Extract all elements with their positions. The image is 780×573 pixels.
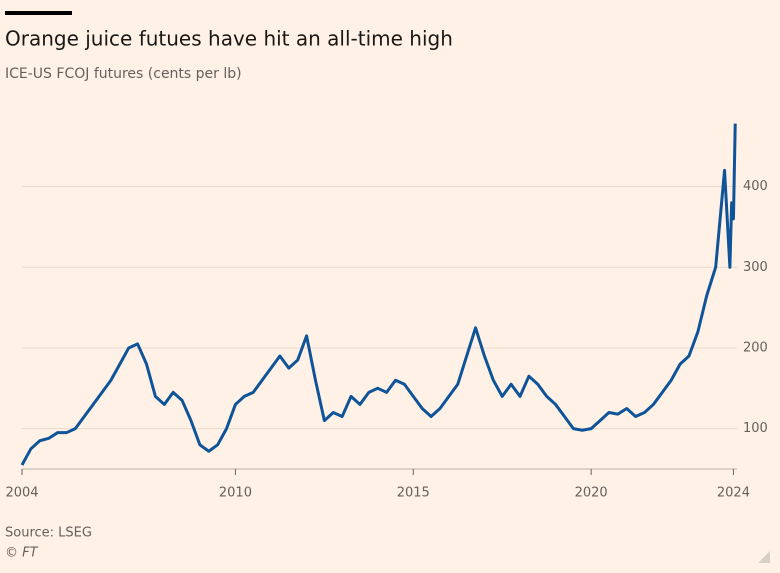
x-tick-label: 2020 (575, 486, 608, 501)
y-tick-label: 400 (743, 179, 768, 194)
y-tick-label: 300 (743, 260, 768, 275)
header-bar (5, 11, 72, 15)
chart-subtitle: ICE-US FCOJ futures (cents per lb) (5, 66, 242, 82)
line (20, 123, 737, 466)
credit: © FT (5, 546, 39, 561)
x-tick-label: 2015 (397, 486, 430, 501)
x-tick-label: 2024 (717, 486, 750, 501)
y-tick-label: 200 (743, 340, 768, 355)
resize-icon (758, 551, 770, 563)
x-tick-label: 2004 (5, 486, 38, 501)
source: Source: LSEG (5, 526, 92, 541)
x-tick-label: 2010 (219, 486, 252, 501)
chart-title: Orange juice futues have hit an all-time… (5, 27, 453, 51)
y-tick-label: 100 (743, 421, 768, 436)
